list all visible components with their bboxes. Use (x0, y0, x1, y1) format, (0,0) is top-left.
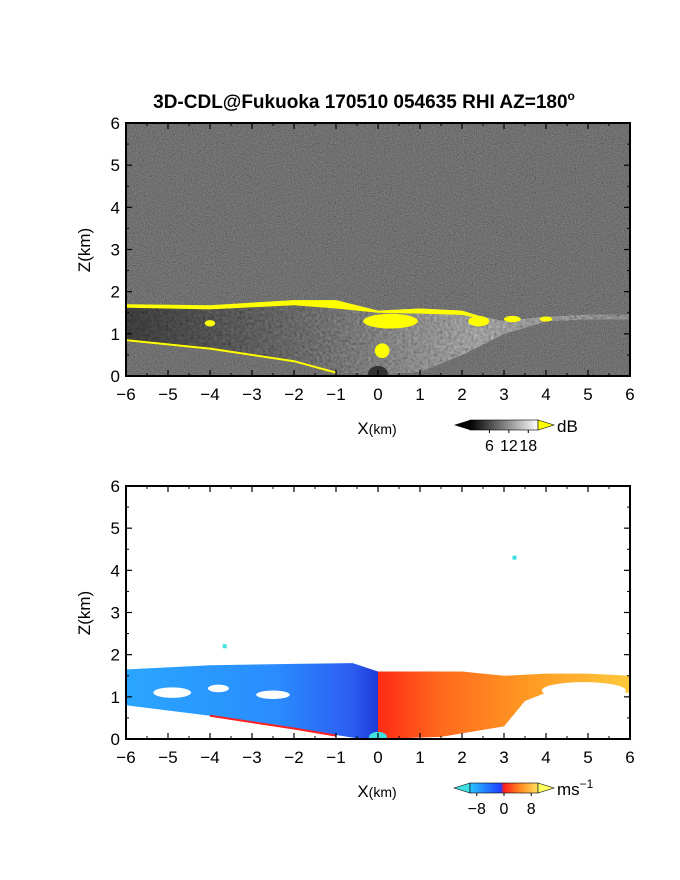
x-tick-label: −1 (326, 385, 345, 404)
x-tick-label: 5 (583, 748, 592, 767)
snr-saturation-band (126, 300, 483, 320)
velocity-isolated-point (512, 555, 517, 560)
y-tick-label: 6 (111, 477, 120, 496)
x-tick-label: 0 (373, 385, 382, 404)
snr-colorbar: 6 12 18 dB (454, 417, 578, 455)
velocity-data-gap (207, 684, 229, 693)
x-tick-label: 4 (541, 748, 550, 767)
velocity-xlabel: X(km) (357, 782, 396, 801)
y-tick-label: 1 (111, 688, 120, 707)
x-tick-label: −5 (158, 385, 177, 404)
velocity-colorbar-unit: ms−1 (557, 777, 594, 799)
y-tick-label: 2 (111, 283, 120, 302)
x-tick-label: −6 (116, 748, 135, 767)
y-tick-label: 3 (111, 604, 120, 623)
x-tick-label: 6 (625, 385, 634, 404)
y-tick-label: 6 (111, 114, 120, 133)
y-tick-label: 4 (111, 198, 120, 217)
velocity-data-gap (153, 687, 192, 698)
snr-colorbar-bar (469, 419, 539, 431)
snr-saturation-patch (363, 313, 418, 329)
x-tick-label: −1 (326, 748, 345, 767)
colorbar-tick-label: 18 (519, 438, 537, 455)
snr-xlabel: X(km) (357, 419, 396, 438)
x-tick-label: 2 (457, 748, 466, 767)
x-tick-label: −4 (200, 385, 219, 404)
snr-saturation-patch (204, 320, 216, 327)
y-tick-label: 0 (111, 367, 120, 386)
x-tick-label: −3 (242, 748, 261, 767)
y-tick-label: 3 (111, 241, 120, 260)
colorbar-tick-label: 6 (485, 438, 494, 455)
velocity-isolated-point (222, 644, 227, 649)
x-tick-label: −4 (200, 748, 219, 767)
x-tick-label: −6 (116, 385, 135, 404)
snr-colorbar-under (454, 420, 470, 430)
snr-ground-streak (126, 339, 337, 374)
x-tick-label: 6 (625, 748, 634, 767)
figure-title: 3D-CDL@Fukuoka 170510 054635 RHI AZ=180o (153, 89, 575, 113)
x-tick-label: 3 (499, 748, 508, 767)
velocity-colorbar: −8 0 8 ms−1 (452, 777, 594, 818)
x-tick-label: 0 (373, 748, 382, 767)
velocity-ground-streak (209, 714, 337, 737)
snr-ylabel: Z(km) (75, 228, 94, 272)
x-tick-label: −3 (242, 385, 261, 404)
snr-colorbar-unit: dB (557, 417, 578, 436)
x-tick-label: 1 (415, 748, 424, 767)
colorbar-tick-label: 8 (527, 801, 536, 818)
snr-saturation-patch (374, 343, 390, 359)
snr-saturation-patch (504, 315, 521, 323)
x-tick-label: −2 (284, 748, 303, 767)
x-tick-label: 4 (541, 385, 550, 404)
velocity-data-gap (531, 703, 553, 725)
x-tick-label: 5 (583, 385, 592, 404)
x-tick-label: 2 (457, 385, 466, 404)
x-tick-label: 3 (499, 385, 508, 404)
y-tick-label: 5 (111, 156, 120, 175)
velocity-negative-region (126, 663, 378, 739)
colorbar-tick-label: 0 (500, 801, 509, 818)
velocity-data-gap (256, 690, 290, 699)
y-tick-label: 2 (111, 646, 120, 665)
velocity-colorbar-under (452, 782, 471, 794)
colorbar-tick-label: −8 (468, 801, 486, 818)
colorbar-tick-label: 12 (500, 438, 518, 455)
x-tick-label: −2 (284, 385, 303, 404)
x-tick-label: −5 (158, 748, 177, 767)
velocity-ylabel: Z(km) (75, 591, 94, 635)
velocity-panel: −6 −5 −4 −3 −2 −1 0 1 2 3 4 5 6 0 1 2 3 4 5 6 X(km) Z(km) −… (75, 477, 635, 818)
snr-echo-region (126, 300, 630, 374)
snr-colorbar-over (537, 419, 556, 431)
y-tick-label: 0 (111, 730, 120, 749)
x-tick-label: 1 (415, 385, 424, 404)
velocity-colorbar-bar (469, 782, 539, 794)
y-tick-label: 5 (111, 519, 120, 538)
snr-saturation-patch (539, 316, 553, 322)
y-tick-label: 4 (111, 561, 120, 580)
velocity-colorbar-over (537, 782, 556, 794)
velocity-data-gap (541, 682, 626, 699)
y-tick-label: 1 (111, 325, 120, 344)
snr-saturation-patch (468, 315, 490, 327)
